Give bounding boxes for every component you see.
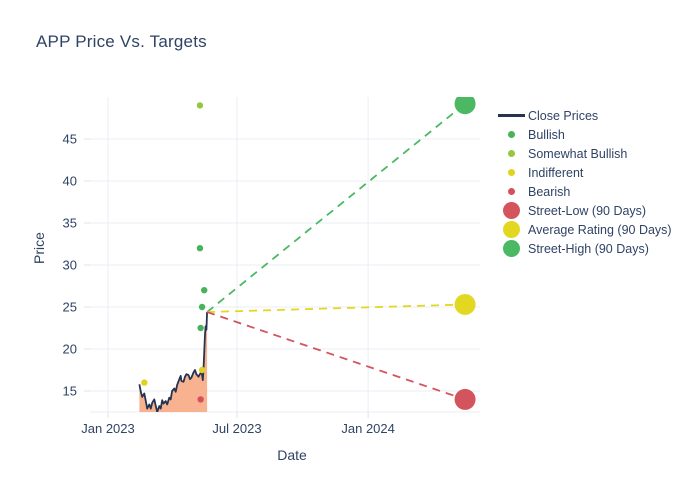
- legend-dot-icon: [494, 221, 528, 238]
- legend-dot-icon: [494, 169, 528, 176]
- x-tick-label: Jan 2024: [341, 421, 395, 436]
- legend-dot-icon: [494, 240, 528, 257]
- y-tick-label: 25: [63, 300, 77, 315]
- y-tick-label: 45: [63, 132, 77, 147]
- target-end-marker[interactable]: [454, 293, 476, 315]
- legend-item[interactable]: Close Prices: [494, 106, 672, 125]
- y-tick-label: 40: [63, 174, 77, 189]
- legend-item[interactable]: Somewhat Bullish: [494, 144, 672, 163]
- legend-item-label: Street-High (90 Days): [528, 241, 649, 256]
- legend-item[interactable]: Bullish: [494, 125, 672, 144]
- rating-point[interactable]: [196, 102, 204, 109]
- y-tick-label: 35: [63, 216, 77, 231]
- legend-item-label: Bullish: [528, 127, 565, 142]
- rating-point[interactable]: [198, 303, 206, 311]
- rating-point[interactable]: [201, 287, 208, 294]
- legend: Close Prices Bullish Somewhat Bullish Indif…: [494, 106, 672, 258]
- y-tick-label: 20: [63, 342, 77, 357]
- legend-dot-icon: [494, 150, 528, 157]
- legend-item-label: Somewhat Bullish: [528, 146, 628, 161]
- x-axis-title: Date: [277, 447, 307, 463]
- rating-point[interactable]: [198, 366, 206, 374]
- legend-dot-icon: [494, 188, 528, 195]
- legend-item[interactable]: Bearish: [494, 182, 672, 201]
- legend-item[interactable]: Street-High (90 Days): [494, 239, 672, 258]
- legend-item-label: Bearish: [528, 184, 571, 199]
- y-axis-title: Price: [30, 232, 47, 264]
- legend-item-label: Close Prices: [528, 108, 599, 123]
- target-trend-line: [207, 303, 466, 313]
- chart-title: APP Price Vs. Targets: [36, 32, 207, 51]
- rating-point[interactable]: [197, 324, 204, 332]
- legend-dot-icon: [494, 131, 528, 138]
- legend-item-label: Street-Low (90 Days): [528, 203, 647, 218]
- y-tick-label: 15: [63, 384, 77, 399]
- x-tick-label: Jul 2023: [212, 421, 261, 436]
- legend-dot-icon: [494, 202, 528, 219]
- rating-point[interactable]: [141, 379, 148, 386]
- rating-point[interactable]: [196, 245, 204, 252]
- legend-item[interactable]: Street-Low (90 Days): [494, 201, 672, 220]
- close-prices-area: [139, 312, 208, 412]
- target-end-marker[interactable]: [454, 388, 476, 410]
- target-trend-line: [206, 311, 466, 401]
- target-end-marker[interactable]: [454, 93, 476, 115]
- legend-item[interactable]: Average Rating (90 Days): [494, 220, 672, 239]
- legend-item[interactable]: Indifferent: [494, 163, 672, 182]
- rating-point[interactable]: [197, 396, 204, 403]
- legend-item-label: Average Rating (90 Days): [528, 222, 672, 237]
- y-tick-label: 30: [63, 258, 77, 273]
- legend-item-label: Indifferent: [528, 165, 584, 180]
- x-tick-label: Jan 2023: [81, 421, 135, 436]
- target-trend-line: [206, 103, 466, 313]
- legend-line-icon: [494, 114, 528, 117]
